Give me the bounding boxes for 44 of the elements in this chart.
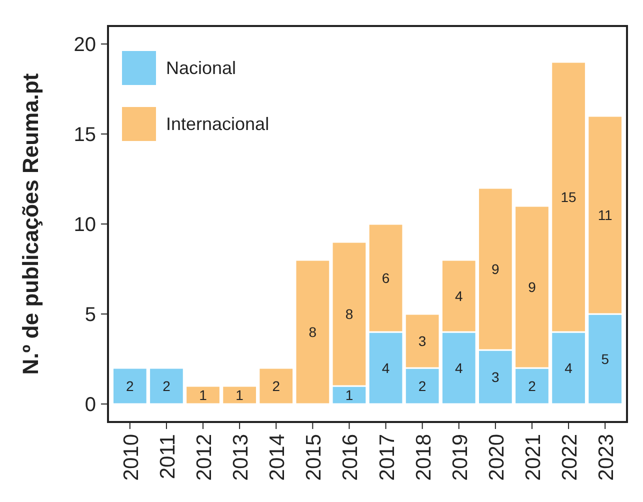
legend-label: Internacional [166, 114, 270, 134]
x-tick-label: 2016 [339, 434, 362, 481]
data-label: 4 [564, 360, 573, 376]
data-label: 1 [345, 387, 354, 403]
data-label: 2 [162, 378, 171, 394]
data-label: 4 [454, 288, 463, 304]
data-label: 2 [418, 378, 426, 394]
data-label: 1 [236, 387, 244, 403]
data-label: 4 [382, 360, 390, 376]
x-tick-label: 2017 [376, 434, 399, 481]
y-tick-label: 10 [74, 214, 96, 236]
y-tick-label: 20 [74, 34, 96, 56]
data-label: 4 [454, 360, 463, 376]
x-tick-label: 2022 [558, 434, 582, 481]
legend-label: Nacional [166, 58, 236, 78]
y-tick-label: 0 [84, 394, 96, 416]
x-tick-label: 2019 [448, 434, 472, 481]
data-label: 15 [560, 189, 577, 205]
data-label: 8 [345, 306, 354, 322]
x-tick-label: 2021 [522, 434, 545, 481]
data-label: 8 [308, 324, 317, 340]
data-label: 3 [418, 333, 426, 349]
x-tick-label: 2012 [193, 434, 216, 481]
y-tick-label: 15 [74, 124, 96, 146]
x-tick-label: 2011 [156, 434, 180, 480]
x-tick-label: 2014 [266, 434, 290, 481]
data-label: 2 [528, 378, 536, 394]
x-tick-label: 2013 [230, 434, 253, 481]
data-label: 2 [126, 378, 134, 394]
data-label: 5 [601, 351, 610, 367]
x-tick-label: 2020 [485, 434, 508, 481]
data-label: 2 [272, 378, 280, 394]
data-label: 11 [598, 207, 613, 223]
y-axis-title: N.º de publicações Reuma.pt [18, 72, 43, 375]
y-tick-label: 5 [84, 304, 96, 326]
data-label: 9 [528, 279, 536, 295]
data-label: 1 [199, 387, 208, 403]
x-tick-label: 2015 [302, 434, 326, 481]
data-label: 3 [492, 369, 500, 385]
data-label: 9 [492, 261, 500, 277]
data-label: 6 [382, 270, 390, 286]
x-tick-label: 2018 [412, 434, 436, 481]
x-tick-label: 2023 [595, 434, 618, 481]
x-tick-label: 2010 [120, 434, 143, 481]
